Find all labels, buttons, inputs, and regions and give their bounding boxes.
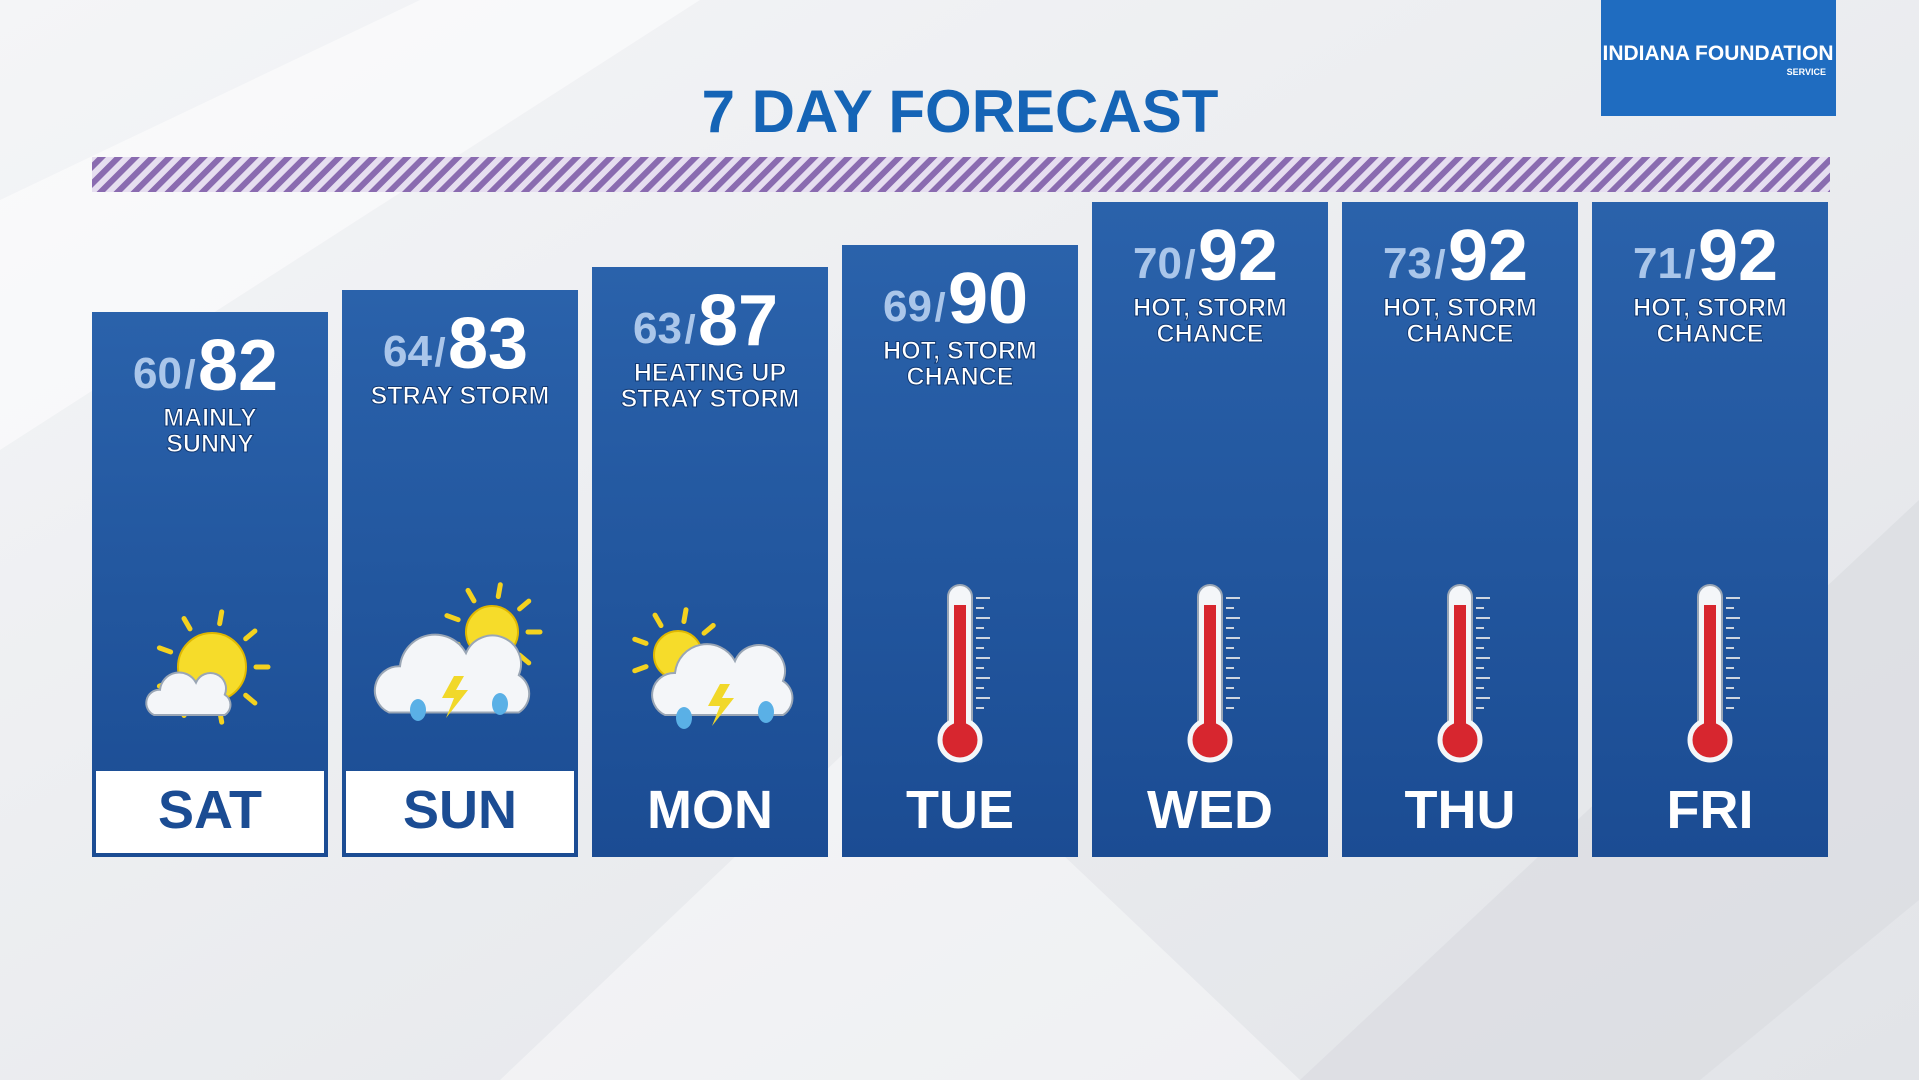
cloud (145, 671, 232, 716)
bolt (708, 684, 734, 726)
description: CHANCE (907, 363, 1014, 391)
day-label: FRI (1667, 780, 1754, 840)
day-label: SAT (158, 780, 262, 840)
title: 7 DAY FORECAST (702, 78, 1219, 145)
separator: / (1684, 243, 1695, 287)
bg-shape (500, 700, 1300, 1080)
description: HOT, STORM (1383, 294, 1537, 322)
sun-ray (632, 664, 649, 674)
high-temp: 87 (698, 281, 778, 361)
thermometer-fill (1204, 605, 1216, 735)
separator: / (184, 353, 195, 397)
rain-drop (492, 693, 508, 715)
column-bg (592, 267, 828, 857)
high-temp: 92 (1448, 216, 1528, 296)
column-bg (342, 290, 578, 857)
sun-ray (495, 582, 503, 600)
description: MAINLY (163, 404, 257, 432)
rain-drop (676, 707, 692, 729)
sun-ray (243, 628, 258, 642)
sun-ray (701, 622, 716, 636)
sun-ray (444, 613, 461, 623)
high-temp: 82 (198, 326, 278, 406)
sun-ray (517, 652, 532, 666)
day-label-box (346, 771, 574, 853)
separator: / (934, 286, 945, 330)
thermometer-fill (1454, 605, 1466, 735)
high-temp: 92 (1698, 216, 1778, 296)
low-temp: 60 (133, 349, 182, 398)
sun-ray (217, 609, 225, 627)
description: CHANCE (1657, 320, 1764, 348)
description: HEATING UP (634, 359, 786, 387)
day-label-box (96, 771, 324, 853)
description: CHANCE (1157, 320, 1264, 348)
description: HOT, STORM (883, 337, 1037, 365)
day-label: THU (1405, 780, 1516, 840)
thermometer-fill (1704, 605, 1716, 735)
low-temp: 71 (1633, 239, 1682, 288)
cloud (651, 643, 794, 716)
sun-ray (156, 645, 174, 655)
column-bg (92, 312, 328, 857)
day-label: MON (647, 780, 773, 840)
low-temp: 70 (1133, 239, 1182, 288)
separator: / (1434, 243, 1445, 287)
rain-drop (758, 701, 774, 723)
description: HOT, STORM (1633, 294, 1787, 322)
rain-drop (410, 699, 426, 721)
sun-ray (465, 587, 477, 604)
description: STRAY STORM (621, 385, 800, 413)
day-label: WED (1147, 780, 1273, 840)
sun-ray (517, 598, 532, 612)
description: CHANCE (1407, 320, 1514, 348)
day-label: TUE (906, 780, 1014, 840)
sun-ray (632, 636, 649, 646)
bolt (442, 676, 468, 718)
logo-text: INDIANA FOUNDATION (1603, 42, 1834, 65)
separator: / (1184, 243, 1195, 287)
high-temp: 83 (448, 304, 528, 384)
separator: / (684, 308, 695, 352)
high-temp: 90 (948, 259, 1028, 339)
low-temp: 64 (383, 327, 432, 376)
description: HOT, STORM (1133, 294, 1287, 322)
separator: / (434, 331, 445, 375)
sun-ray (652, 612, 664, 629)
low-temp: 69 (883, 282, 932, 331)
logo-sub: SERVICE (1787, 67, 1826, 77)
cloud (373, 633, 531, 714)
sun-ray (181, 616, 193, 632)
description: SUNNY (166, 430, 254, 458)
sun-ray (681, 607, 689, 625)
logo-box (1601, 0, 1836, 116)
sun-ray (243, 692, 258, 706)
low-temp: 63 (633, 304, 682, 353)
low-temp: 73 (1383, 239, 1432, 288)
description: STRAY STORM (371, 382, 550, 410)
thermometer-fill (954, 605, 966, 735)
day-label: SUN (403, 780, 517, 840)
hatch-band (92, 157, 1830, 192)
high-temp: 92 (1198, 216, 1278, 296)
